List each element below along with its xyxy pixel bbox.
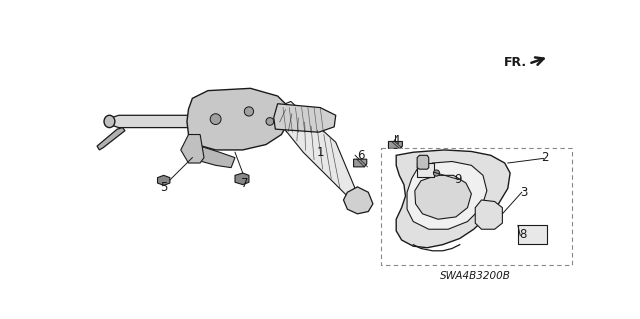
- Circle shape: [244, 107, 253, 116]
- Circle shape: [266, 118, 274, 125]
- Text: FR.: FR.: [504, 56, 527, 70]
- Bar: [417, 163, 434, 177]
- Text: 2: 2: [541, 151, 548, 164]
- Text: 4: 4: [392, 134, 400, 147]
- Polygon shape: [407, 161, 487, 229]
- Polygon shape: [272, 101, 355, 196]
- FancyArrowPatch shape: [531, 57, 543, 65]
- Polygon shape: [107, 115, 196, 128]
- Bar: [518, 226, 547, 244]
- Polygon shape: [344, 187, 373, 214]
- Text: SWA4B3200B: SWA4B3200B: [440, 271, 511, 281]
- Polygon shape: [235, 173, 249, 185]
- Text: 5: 5: [160, 181, 168, 194]
- Circle shape: [433, 170, 440, 176]
- Polygon shape: [180, 135, 204, 163]
- Text: 3: 3: [520, 186, 528, 199]
- Text: 7: 7: [241, 176, 248, 189]
- Text: 6: 6: [358, 149, 365, 162]
- Polygon shape: [157, 175, 170, 185]
- Polygon shape: [193, 146, 235, 168]
- Text: 1: 1: [317, 146, 324, 159]
- Polygon shape: [396, 150, 510, 248]
- Polygon shape: [417, 155, 429, 169]
- Circle shape: [210, 114, 221, 124]
- Polygon shape: [187, 88, 289, 150]
- Polygon shape: [353, 159, 367, 167]
- Polygon shape: [274, 104, 336, 132]
- Polygon shape: [415, 175, 472, 219]
- Ellipse shape: [104, 115, 115, 128]
- Text: 8: 8: [519, 228, 526, 241]
- Polygon shape: [476, 200, 502, 229]
- Polygon shape: [97, 128, 125, 150]
- Text: 9: 9: [454, 173, 462, 186]
- Polygon shape: [388, 141, 403, 148]
